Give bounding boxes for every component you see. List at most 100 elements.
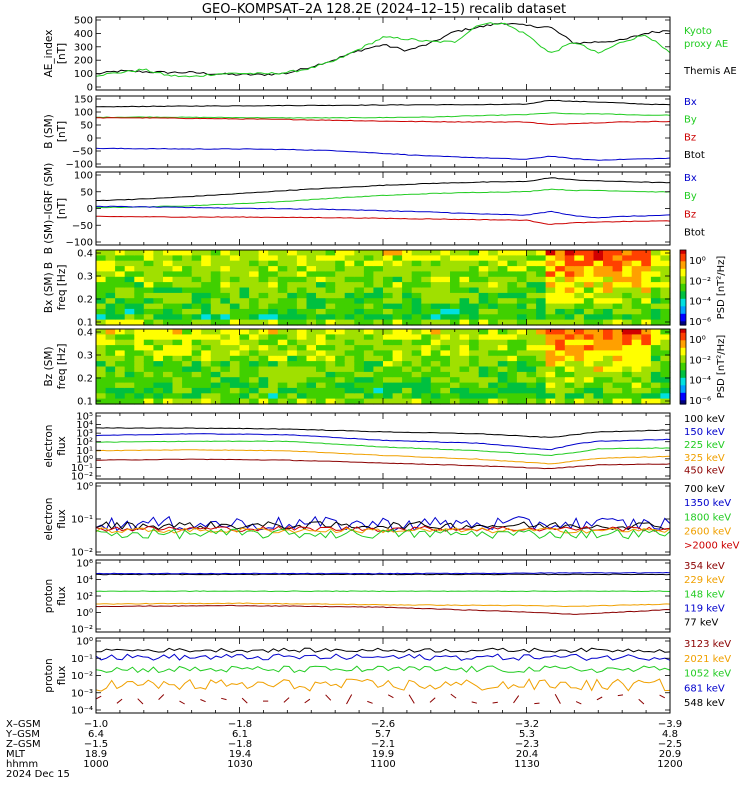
y-axis-label: [nT] [56,198,68,219]
spectrogram-cell [143,303,154,310]
legend-label: 225 keV [684,440,725,451]
spectrogram-cell [402,282,413,289]
y-tick-label: 300 [74,42,93,53]
spectrogram-cell [411,292,422,299]
spectrogram-cell [478,276,489,283]
spectrogram-cell [488,334,499,341]
spectrogram-cell [603,303,614,310]
spectrogram-cell [191,282,202,289]
spectrogram-cell [134,371,145,378]
spectrogram-cell [105,276,116,283]
spectrogram-cell [507,303,518,310]
spectrogram-cell [344,298,355,305]
spectrogram-cell [641,393,652,400]
y-axis-label: Bx (SM) B [43,262,55,313]
spectrogram-cell [603,260,614,267]
spectrogram-cell [383,371,394,378]
colorbar-segment [680,353,686,356]
spectrogram-cell [593,382,604,389]
spectrogram-cell [383,282,394,289]
colorbar-segment [680,334,686,338]
spectrogram-cell [516,371,528,378]
spectrogram-cell [287,250,298,256]
spectrogram-cell [373,308,384,315]
spectrogram-cell [650,377,662,384]
spectrogram-cell [622,350,633,357]
x-axis-tick-value: −1.5 [84,739,108,750]
spectrogram-cell [134,298,145,305]
colorbar-segment [680,389,686,392]
spectrogram-cell [306,377,317,384]
spectrogram-cell [411,271,422,278]
spectrogram-cell [612,308,623,315]
spectrogram-cell [239,276,250,283]
spectrogram-cell [96,276,107,283]
spectrogram-cell [249,319,260,326]
spectrogram-cell [344,308,355,315]
spectrogram-cell [105,282,116,289]
spectrogram-cell [450,377,461,384]
spectrogram-cell [507,271,518,278]
spectrogram-cell [507,282,518,289]
spectrogram-cell [335,314,346,321]
spectrogram-cell [536,308,547,315]
spectrogram-cell [421,282,432,289]
spectrogram-cell [516,355,528,362]
legend-label: 2600 keV [684,527,731,538]
spectrogram-cell [488,387,499,394]
colorbar-segment [680,289,686,292]
spectrogram-cell [593,282,604,289]
spectrogram-cell [220,303,231,310]
spectrogram-cell [201,387,212,394]
spectrogram-cell [124,255,135,262]
spectrogram-cell [287,303,298,310]
colorbar-segment [680,390,686,394]
spectrogram-cell [430,350,441,357]
spectrogram-cell [163,387,174,394]
spectrogram-cell [210,371,221,378]
spectrogram-cell [488,271,499,278]
spectrogram-cell [249,398,260,405]
spectrogram-cell [325,339,336,346]
spectrogram-cell [143,260,154,267]
legend-label: 148 keV [684,589,725,600]
spectrogram-cell [545,339,556,346]
spectrogram-cell [383,260,394,267]
spectrogram-cell [545,292,556,299]
spectrogram-cell [497,387,508,394]
spectrogram-cell [411,398,422,405]
spectrogram-cell [488,355,499,362]
spectrogram-cell [392,366,403,373]
spectrogram-cell [191,292,202,299]
spectrogram-cell [555,266,566,273]
spectrogram-cell [440,260,451,267]
colorbar-segment [680,342,686,345]
spectrogram-cell [172,314,183,321]
spectrogram-cell [296,377,308,384]
spectrogram-cell [383,345,394,352]
spectrogram-cell [411,282,422,289]
spectrogram-cell [402,382,413,389]
spectrogram-cell [296,345,308,352]
colorbar-segment [680,265,686,268]
spectrogram-cell [555,260,566,267]
panel-frame [95,559,671,633]
spectrogram-cell [459,276,470,283]
spectrogram-cell [373,282,384,289]
spectrogram-cell [296,308,308,315]
y-axis-label: [nT] [56,121,68,142]
spectrogram-cell [583,382,595,389]
spectrogram-cell [660,366,671,373]
spectrogram-cell [536,377,547,384]
spectrogram-cell [650,282,662,289]
spectrogram-cell [383,308,394,315]
spectrogram-cell [373,255,384,262]
series-line [221,697,227,701]
spectrogram-cell [660,393,671,400]
spectrogram-cell [229,271,241,278]
legend-label: 450 keV [684,466,725,477]
spectrogram-cell [593,276,604,283]
spectrogram-cell [478,371,489,378]
spectrogram-cell [210,255,221,262]
y-axis-label: B (SM) [43,114,55,148]
